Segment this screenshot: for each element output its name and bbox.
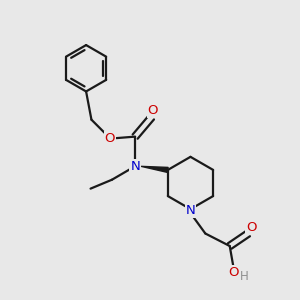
Text: O: O [228, 266, 238, 279]
Text: N: N [130, 160, 140, 173]
Text: O: O [148, 104, 158, 117]
Text: O: O [247, 221, 257, 234]
Text: N: N [186, 204, 195, 217]
Text: H: H [240, 270, 249, 283]
Polygon shape [141, 166, 168, 172]
Text: O: O [105, 132, 115, 145]
